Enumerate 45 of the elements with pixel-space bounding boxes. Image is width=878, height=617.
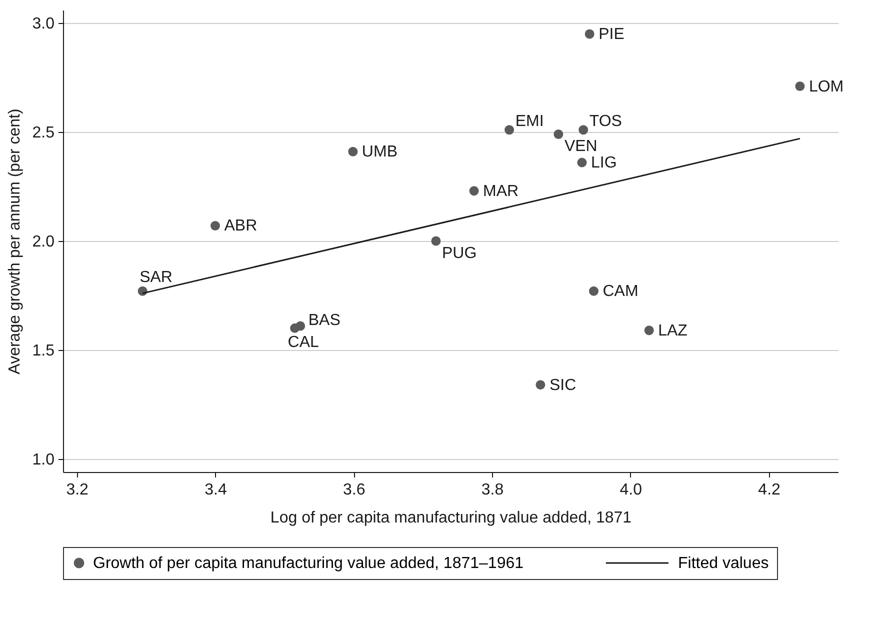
legend-label: Fitted values xyxy=(678,555,769,572)
annotation: PIE xyxy=(598,26,624,43)
annotation: TOS xyxy=(589,112,622,130)
point xyxy=(210,221,220,230)
annotation: CAL xyxy=(288,334,320,352)
x-axis-title: Log of per capita manufacturing value added, 1871 xyxy=(270,510,632,526)
point xyxy=(348,146,358,156)
y-tick-label: 2.0 xyxy=(32,234,55,250)
y-axis-title: Average growth per annum (per cent) xyxy=(6,108,24,374)
annotation: BAS xyxy=(308,312,340,329)
legend-label: Growth of per capita manufacturing value added, 1871–1961 xyxy=(93,555,524,572)
y-tick-label: 1.5 xyxy=(32,342,55,360)
point xyxy=(504,125,514,135)
x-tick-label: 3.8 xyxy=(481,482,504,498)
point xyxy=(795,82,805,92)
x-tick-label: 4.0 xyxy=(620,482,642,498)
point xyxy=(577,158,587,168)
point xyxy=(469,186,479,196)
annotation: LOM xyxy=(808,78,844,96)
point xyxy=(296,321,306,331)
point xyxy=(588,286,598,296)
annotation: MAR xyxy=(483,182,519,200)
point xyxy=(554,129,564,139)
x-tick-label: 3.2 xyxy=(66,482,89,498)
annotation: LAZ xyxy=(658,322,688,340)
annotation: ABR xyxy=(224,218,258,235)
y-tick-label: 1.0 xyxy=(32,451,55,468)
point xyxy=(578,125,588,135)
annotation: LIG xyxy=(590,154,617,172)
annotation: EMI xyxy=(515,112,544,130)
x-tick-label: 3.6 xyxy=(343,482,366,498)
point xyxy=(644,326,654,336)
point xyxy=(536,380,546,390)
annotation: SIC xyxy=(549,376,576,394)
y-tick-label: 3.0 xyxy=(32,16,55,33)
x-tick-label: 3.4 xyxy=(204,482,227,498)
annotation: SAR xyxy=(140,269,172,286)
annotation: CAM xyxy=(602,283,638,300)
point xyxy=(431,236,441,246)
point xyxy=(584,29,594,39)
annotation: PUG xyxy=(442,245,477,262)
x-tick-label: 4.2 xyxy=(758,482,781,498)
annotation: UMB xyxy=(362,144,398,161)
y-tick-label: 2.5 xyxy=(32,124,55,142)
annotation: VEN xyxy=(564,138,598,156)
